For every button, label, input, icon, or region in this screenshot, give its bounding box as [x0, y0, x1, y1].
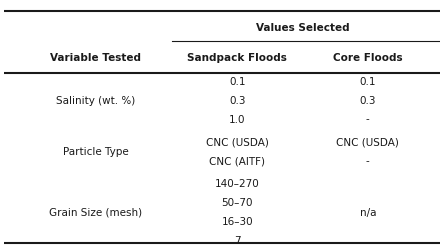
Text: Salinity (wt. %): Salinity (wt. %): [56, 96, 135, 106]
Text: 0.1: 0.1: [229, 77, 246, 86]
Text: CNC (AITF): CNC (AITF): [209, 156, 265, 166]
Text: CNC (USDA): CNC (USDA): [206, 137, 269, 147]
Text: 1.0: 1.0: [229, 115, 246, 124]
Text: n/a: n/a: [360, 208, 376, 217]
Text: Particle Type: Particle Type: [63, 147, 129, 157]
Text: -: -: [366, 115, 370, 124]
Text: 50–70: 50–70: [222, 198, 253, 208]
Text: 140–270: 140–270: [215, 179, 260, 189]
Text: 0.1: 0.1: [360, 77, 376, 86]
Text: 0.3: 0.3: [360, 96, 376, 106]
Text: Values Selected: Values Selected: [256, 23, 349, 34]
Text: CNC (USDA): CNC (USDA): [336, 137, 399, 147]
Text: 7: 7: [234, 236, 241, 246]
Text: Sandpack Floods: Sandpack Floods: [187, 53, 287, 63]
Text: Core Floods: Core Floods: [333, 53, 403, 63]
Text: Grain Size (mesh): Grain Size (mesh): [49, 208, 143, 217]
Text: -: -: [366, 156, 370, 166]
Text: 0.3: 0.3: [229, 96, 246, 106]
Text: Variable Tested: Variable Tested: [50, 53, 141, 63]
Text: 16–30: 16–30: [222, 217, 253, 227]
